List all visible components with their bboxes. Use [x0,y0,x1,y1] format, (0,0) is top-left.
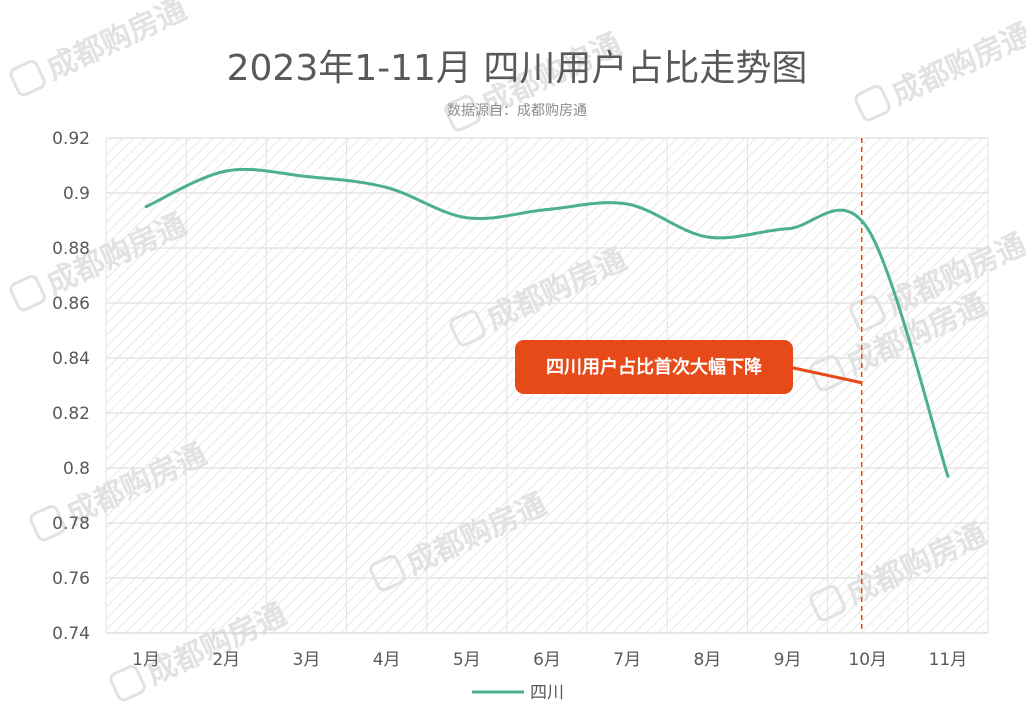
watermark-logo-icon [449,310,486,347]
y-axis-ticks: 0.92 0.9 0.88 0.86 0.84 0.82 0.8 0.78 0.76 0.74 [52,129,90,644]
watermark-logo-icon [109,665,146,702]
y-tick-label: 0.9 [63,184,90,204]
y-tick-label: 0.82 [52,404,90,424]
watermark-logo-icon [9,275,46,312]
annotation: 四川用户占比首次大幅下降 [515,340,863,394]
x-tick-label: 7月 [613,650,641,670]
chart-subtitle: 数据源自：成都购房通 [447,103,587,119]
annotation-box [515,340,793,394]
legend-label: 四川 [530,683,564,703]
y-tick-label: 0.88 [52,239,90,259]
x-tick-label: 9月 [774,650,802,670]
x-tick-label: 3月 [293,650,321,670]
watermark-logo-icon [369,555,406,592]
watermark-logo-icon [809,585,846,622]
watermark-logo-icon [9,60,46,97]
x-tick-label: 1月 [132,650,160,670]
series-line-四川 [144,167,950,478]
x-tick-label: 4月 [373,650,401,670]
y-tick-label: 0.86 [52,294,90,314]
watermark-logo-icon [29,505,66,542]
x-tick-label: 8月 [693,650,721,670]
y-tick-label: 0.92 [52,129,90,149]
series-lines [144,167,950,478]
watermark-logo-icon [809,355,846,392]
x-tick-label: 11月 [929,650,968,670]
watermark-logo-icon [854,85,891,122]
y-tick-label: 0.76 [52,569,90,589]
watermark: 成都购房通 [9,0,192,97]
y-tick-label: 0.8 [63,459,90,479]
annotation-label: 四川用户占比首次大幅下降 [546,356,763,378]
x-tick-label: 6月 [533,650,561,670]
watermark-text: 成都购房通 [886,17,1026,112]
watermark-text: 成都购房通 [41,0,192,87]
annotation-pointer [788,365,863,385]
chart-title: 2023年1-11月 四川用户占比走势图 [227,48,808,89]
x-tick-label: 10月 [848,650,887,670]
y-tick-label: 0.74 [52,624,90,644]
legend: 四川 [472,683,564,703]
watermark-logo-icon [444,95,481,132]
x-axis-ticks: 1月 2月 3月 4月 5月 6月 7月 8月 9月 10月 11月 [132,650,967,670]
watermark: 成都购房通 [854,17,1026,122]
x-tick-label: 5月 [453,650,481,670]
y-tick-label: 0.84 [52,349,90,369]
x-tick-label: 2月 [212,650,240,670]
y-tick-label: 0.78 [52,514,90,534]
